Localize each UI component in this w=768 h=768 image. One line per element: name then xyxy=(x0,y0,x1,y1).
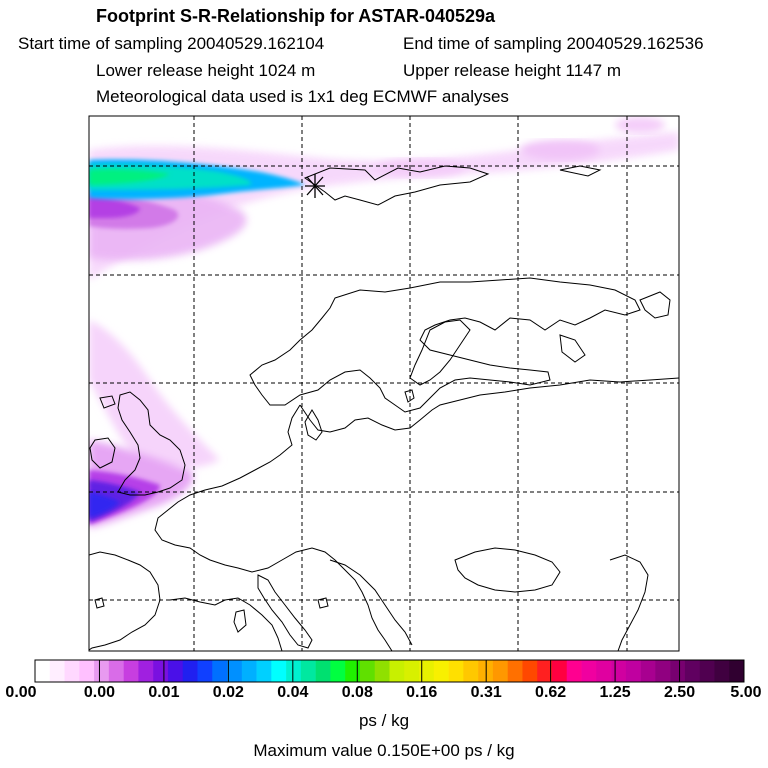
colorbar-swatch xyxy=(35,660,51,682)
colorbar-tick-label: 0.00 xyxy=(83,684,116,701)
units-label: ps / kg xyxy=(358,711,410,730)
colorbar-swatch xyxy=(611,660,627,682)
colorbar-swatch xyxy=(714,660,730,682)
colorbar-tick-label: 0.08 xyxy=(341,684,373,701)
colorbar-swatch xyxy=(670,660,686,682)
colorbar-swatch xyxy=(79,660,95,682)
colorbar-swatch xyxy=(419,660,435,682)
colorbar-swatch xyxy=(330,660,346,682)
start-time-label: Start time of sampling 20040529.162104 xyxy=(18,34,325,53)
colorbar-swatch xyxy=(167,660,184,682)
colorbar-swatch xyxy=(123,660,139,682)
colorbar-frame xyxy=(34,659,745,683)
colorbar-swatch xyxy=(315,660,331,682)
colorbar-swatch xyxy=(699,660,715,682)
colorbar-swatch xyxy=(625,660,641,682)
colorbar-swatch xyxy=(271,660,287,682)
colorbar-swatch xyxy=(212,660,228,682)
lower-height-label: Lower release height 1024 m xyxy=(96,61,316,80)
colorbar-swatch xyxy=(374,660,390,682)
colorbar-tick-label: 0.02 xyxy=(212,684,244,701)
end-time-label: End time of sampling 20040529.162536 xyxy=(403,34,704,53)
colorbar-tick-label: 0.62 xyxy=(535,684,567,701)
colorbar-swatch xyxy=(108,660,124,682)
colorbar-swatch xyxy=(522,660,538,682)
colorbar-swatch xyxy=(478,660,494,682)
colorbar-swatch xyxy=(182,660,198,682)
colorbar-tick-label: 5.00 xyxy=(730,684,762,701)
colorbar-swatch xyxy=(581,660,597,682)
colorbar-tick-label: 1.25 xyxy=(599,684,631,701)
header-title: Footprint S-R-Relationship for ASTAR-040… xyxy=(96,6,496,26)
colorbar-swatch xyxy=(448,660,464,682)
footprint-shading xyxy=(89,117,679,528)
colorbar-swatch xyxy=(684,660,700,682)
colorbar-swatch xyxy=(433,660,449,682)
colorbar-swatch xyxy=(596,660,612,682)
colorbar-swatch xyxy=(729,660,745,682)
upper-height-label: Upper release height 1147 m xyxy=(403,61,621,80)
colorbar-swatch xyxy=(64,660,80,682)
colorbar-swatch xyxy=(197,660,213,682)
colorbar-swatch xyxy=(492,660,508,682)
colorbar-swatch xyxy=(566,660,582,682)
colorbar-swatch xyxy=(153,660,169,682)
colorbar-swatch xyxy=(404,660,420,682)
met-data-label: Meteorological data used is 1x1 deg ECMW… xyxy=(96,87,509,106)
max-value-label: Maximum value 0.150E+00 ps / kg xyxy=(253,741,515,760)
colorbar-swatch xyxy=(227,660,243,682)
colorbar-swatch xyxy=(655,660,671,682)
colorbar-swatch xyxy=(345,660,361,682)
colorbar-swatch xyxy=(241,660,257,682)
map-frame xyxy=(88,115,680,652)
colorbar-swatch xyxy=(507,660,523,682)
colorbar-swatch xyxy=(49,660,65,682)
colorbar-swatch xyxy=(138,660,154,682)
colorbar-swatch xyxy=(389,660,405,682)
coastlines xyxy=(89,165,679,651)
asterisk-marker xyxy=(305,174,325,198)
colorbar-swatch xyxy=(551,660,568,682)
colorbar-tick-label: 0.00 xyxy=(5,684,37,701)
colorbar-swatch xyxy=(300,660,316,682)
colorbar-tick-label: 0.16 xyxy=(406,684,438,701)
colorbar-swatch xyxy=(359,660,376,682)
colorbar-swatch xyxy=(463,660,479,682)
colorbar-swatch xyxy=(537,660,553,682)
colorbar-tick-label: 0.31 xyxy=(470,684,502,701)
colorbar-tick-label: 2.50 xyxy=(663,684,696,701)
colorbar-swatch xyxy=(286,660,302,682)
colorbar-tick-label: 0.01 xyxy=(148,684,180,701)
colorbar-swatch xyxy=(640,660,656,682)
colorbar-swatch xyxy=(94,660,110,682)
colorbar-swatch xyxy=(256,660,272,682)
colorbar-tick-label: 0.04 xyxy=(277,684,309,701)
